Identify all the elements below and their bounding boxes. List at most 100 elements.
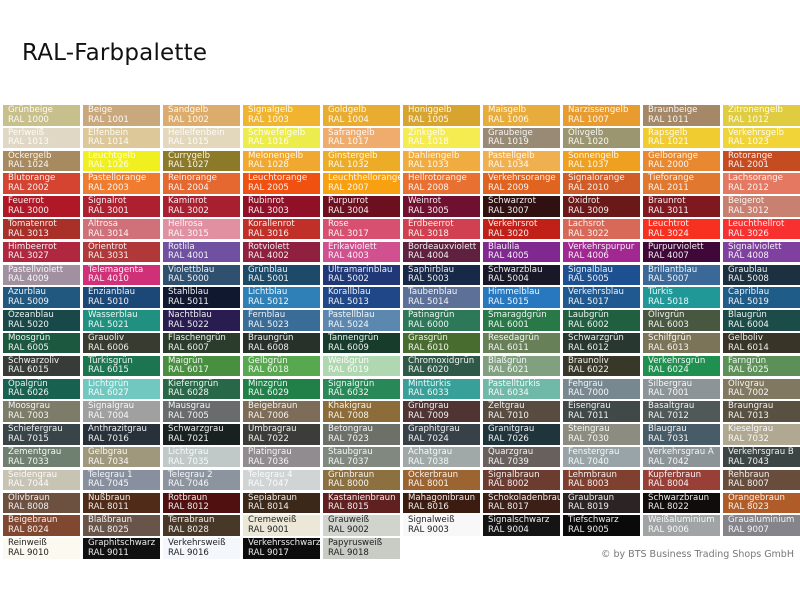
color-swatch[interactable]: Mahagonibraun RAL 8016 — [403, 492, 480, 514]
color-swatch[interactable]: Maisgelb RAL 1006 — [483, 105, 560, 126]
color-swatch[interactable]: Lichtblau RAL 5012 — [243, 287, 320, 308]
color-swatch[interactable]: Grünbeige RAL 1000 — [3, 105, 80, 126]
color-swatch[interactable]: Blaulila RAL 4005 — [483, 241, 560, 263]
color-swatch[interactable]: Fernblau RAL 5023 — [243, 310, 320, 331]
color-swatch[interactable]: Achatgrau RAL 7038 — [403, 446, 480, 468]
color-swatch[interactable]: Azurblau RAL 5009 — [3, 287, 80, 308]
color-swatch[interactable]: Narzissengelb RAL 1007 — [563, 105, 640, 126]
color-swatch[interactable]: Granitgrau RAL 7026 — [483, 424, 560, 445]
color-swatch[interactable]: Farngrün RAL 6025 — [723, 355, 800, 377]
color-swatch[interactable]: Tieforange RAL 2011 — [643, 173, 720, 194]
color-swatch[interactable]: Lachsorange RAL 2012 — [723, 173, 800, 194]
color-swatch[interactable]: Currygelb RAL 1027 — [163, 150, 240, 172]
color-swatch[interactable]: Verkehrsblau RAL 5017 — [563, 287, 640, 308]
color-swatch[interactable]: Goldgelb RAL 1004 — [323, 105, 400, 126]
color-swatch[interactable]: Orientrot RAL 3031 — [83, 241, 160, 263]
color-swatch[interactable]: Telegrau 2 RAL 7046 — [163, 469, 240, 491]
color-swatch[interactable]: Leuchthellorange RAL 2007 — [323, 173, 400, 194]
color-swatch[interactable]: Ginstergelb RAL 1032 — [323, 150, 400, 172]
color-swatch[interactable]: Lichtgrau RAL 7035 — [163, 446, 240, 468]
color-swatch[interactable]: Tannengrün RAL 6009 — [323, 332, 400, 354]
color-swatch[interactable]: Himmelblau RAL 5015 — [483, 287, 560, 308]
color-swatch[interactable]: Schwarzrot RAL 3007 — [483, 196, 560, 217]
color-swatch[interactable]: Mausgrau RAL 7005 — [163, 401, 240, 422]
color-swatch[interactable]: Verkehrsrot RAL 3020 — [483, 218, 560, 240]
color-swatch[interactable]: Taubenblau RAL 5014 — [403, 287, 480, 308]
color-swatch[interactable]: Ockergelb RAL 1024 — [3, 150, 80, 172]
color-swatch[interactable]: Enzianblau RAL 5010 — [83, 287, 160, 308]
color-swatch[interactable]: Laubgrün RAL 6002 — [563, 310, 640, 331]
color-swatch[interactable]: Feuerrot RAL 3000 — [3, 196, 80, 217]
color-swatch[interactable]: Rose RAL 3017 — [323, 218, 400, 240]
color-swatch[interactable]: Hellrotorange RAL 2008 — [403, 173, 480, 194]
color-swatch[interactable]: Zinkgelb RAL 1018 — [403, 127, 480, 149]
color-swatch[interactable]: Weinrot RAL 3005 — [403, 196, 480, 217]
color-swatch[interactable]: Braunoliv RAL 6022 — [563, 355, 640, 377]
color-swatch[interactable]: Schilfgrün RAL 6013 — [643, 332, 720, 354]
color-swatch[interactable]: Lehmbraun RAL 8003 — [563, 469, 640, 491]
color-swatch[interactable]: Blutorange RAL 2002 — [3, 173, 80, 194]
color-swatch[interactable]: Himbeerrot RAL 3027 — [3, 241, 80, 263]
color-swatch[interactable]: Verkehrsweiß RAL 9016 — [163, 538, 240, 559]
color-swatch[interactable]: Ockerbraun RAL 8001 — [403, 469, 480, 491]
color-swatch[interactable]: Gelbgrün RAL 6018 — [243, 355, 320, 377]
color-swatch[interactable]: Schiefergrau RAL 7015 — [3, 424, 80, 445]
color-swatch[interactable]: Patinagrün RAL 6000 — [403, 310, 480, 331]
color-swatch[interactable]: Ozeanblau RAL 5020 — [3, 310, 80, 331]
color-swatch[interactable]: Signalschwarz RAL 9004 — [483, 515, 560, 536]
color-swatch[interactable]: Anthrazitgrau RAL 7016 — [83, 424, 160, 445]
color-swatch[interactable]: Schwarzbraun RAL 8022 — [643, 492, 720, 514]
color-swatch[interactable]: Steingrau RAL 7030 — [563, 424, 640, 445]
color-swatch[interactable]: Maigrün RAL 6017 — [163, 355, 240, 377]
color-swatch[interactable]: Korallenrot RAL 3016 — [243, 218, 320, 240]
color-swatch[interactable]: Lichtgrün RAL 6027 — [83, 378, 160, 400]
color-swatch[interactable]: Smaragdgrün RAL 6001 — [483, 310, 560, 331]
color-swatch[interactable]: Stahlblau RAL 5011 — [163, 287, 240, 308]
color-swatch[interactable]: Terrabraun RAL 8028 — [163, 515, 240, 536]
color-swatch[interactable]: Altrosa RAL 3014 — [83, 218, 160, 240]
color-swatch[interactable]: Hellelfenbein RAL 1015 — [163, 127, 240, 149]
color-swatch[interactable]: Signalgelb RAL 1003 — [243, 105, 320, 126]
color-swatch[interactable]: Kastanienbraun RAL 8015 — [323, 492, 400, 514]
color-swatch[interactable]: Olivgrün RAL 6003 — [643, 310, 720, 331]
color-swatch[interactable]: Sonnengelb RAL 1037 — [563, 150, 640, 172]
color-swatch[interactable]: Minttürkis RAL 6033 — [403, 378, 480, 400]
color-swatch[interactable]: Beige RAL 1001 — [83, 105, 160, 126]
color-swatch[interactable]: Zitronengelb RAL 1012 — [723, 105, 800, 126]
color-swatch[interactable]: Leuchtrot RAL 3024 — [643, 218, 720, 240]
color-swatch[interactable]: Verkehrspurpur RAL 4006 — [563, 241, 640, 263]
color-swatch[interactable]: Tiefschwarz RAL 9005 — [563, 515, 640, 536]
color-swatch[interactable]: Rotbraun RAL 8012 — [163, 492, 240, 514]
color-swatch[interactable]: Hellrosa RAL 3015 — [163, 218, 240, 240]
color-swatch[interactable]: Grasgrün RAL 6010 — [403, 332, 480, 354]
color-swatch[interactable]: Rehbraun RAL 8007 — [723, 469, 800, 491]
color-swatch[interactable]: Blaßbraun RAL 8025 — [83, 515, 160, 536]
color-swatch[interactable]: Graubraun RAL 8019 — [563, 492, 640, 514]
color-swatch[interactable]: Kieselgrau RAL 7032 — [723, 424, 800, 445]
color-swatch[interactable]: Quarzgrau RAL 7039 — [483, 446, 560, 468]
color-swatch[interactable]: Sepiabraun RAL 8014 — [243, 492, 320, 514]
color-swatch[interactable]: Staubgrau RAL 7037 — [323, 446, 400, 468]
color-swatch[interactable]: Verkehrsgrün RAL 6024 — [643, 355, 720, 377]
color-swatch[interactable]: Cremeweiß RAL 9001 — [243, 515, 320, 536]
color-swatch[interactable]: Reinorange RAL 2004 — [163, 173, 240, 194]
color-swatch[interactable]: Wasserblau RAL 5021 — [83, 310, 160, 331]
color-swatch[interactable]: Violettblau RAL 5000 — [163, 264, 240, 286]
color-swatch[interactable]: Gelbgrau RAL 7034 — [83, 446, 160, 468]
color-swatch[interactable]: Türkis RAL 5018 — [643, 287, 720, 308]
color-swatch[interactable]: Telemagenta RAL 4010 — [83, 264, 160, 286]
color-swatch[interactable]: Signalorange RAL 2010 — [563, 173, 640, 194]
color-swatch[interactable]: Rapsgelb RAL 1021 — [643, 127, 720, 149]
color-swatch[interactable]: Zeltgrau RAL 7010 — [483, 401, 560, 422]
color-swatch[interactable]: Dahliengelb RAL 1033 — [403, 150, 480, 172]
color-swatch[interactable]: Grünbraun RAL 8000 — [323, 469, 400, 491]
color-swatch[interactable]: Gelborange RAL 2000 — [643, 150, 720, 172]
color-swatch[interactable]: Tomatenrot RAL 3013 — [3, 218, 80, 240]
color-swatch[interactable]: Blaugrau RAL 7031 — [643, 424, 720, 445]
color-swatch[interactable]: Graublau RAL 5008 — [723, 264, 800, 286]
color-swatch[interactable]: Olivgrau RAL 7002 — [723, 378, 800, 400]
color-swatch[interactable]: Korallblau RAL 5013 — [323, 287, 400, 308]
color-swatch[interactable]: Verkehrsgrau B RAL 7043 — [723, 446, 800, 468]
color-swatch[interactable]: Opalgrün RAL 6026 — [3, 378, 80, 400]
color-swatch[interactable]: Kupferbraun RAL 8004 — [643, 469, 720, 491]
